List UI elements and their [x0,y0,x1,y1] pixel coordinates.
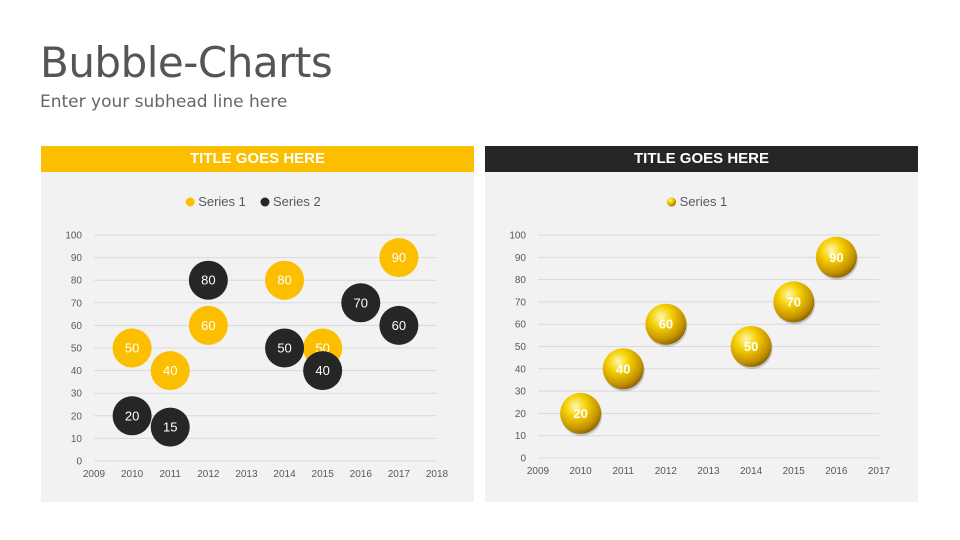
x-tick-label: 2015 [783,466,806,477]
bubble [188,305,228,345]
y-tick-label: 90 [71,253,83,264]
data-label: 50 [125,341,139,356]
legend-marker [667,197,677,207]
data-label: 40 [315,363,329,378]
x-tick-label: 2010 [570,466,593,477]
data-label: 70 [787,294,801,309]
bubble-chart-panel-2: TITLE GOES HERE 0 10 20 30 40 50 60 70 80 90 100 20… [485,146,918,502]
bubble [150,351,190,391]
y-tick-label: 10 [71,434,83,445]
y-tick-label: 10 [515,431,527,442]
y-tick-label: 0 [520,454,526,465]
y-tick-label: 100 [65,231,82,242]
data-label: 90 [829,250,843,265]
x-tick-label: 2012 [197,469,220,480]
bubble [379,238,419,278]
x-tick-label: 2017 [868,466,891,477]
y-tick-label: 70 [71,298,83,309]
x-tick-label: 2015 [312,469,335,480]
x-tick-label: 2014 [740,466,763,477]
bubble-chart-panel-1: TITLE GOES HERE 0 10 20 30 40 50 60 70 80 90 100 20… [41,146,474,502]
bubble [188,260,228,300]
x-tick-label: 2013 [697,466,720,477]
data-label: 20 [573,406,587,421]
data-label: 90 [392,250,406,265]
x-tick-label: 2018 [426,469,449,480]
bubble [303,351,343,391]
x-tick-label: 2012 [655,466,678,477]
bubble [645,303,687,345]
y-tick-label: 90 [515,253,527,264]
y-tick-label: 40 [515,364,527,375]
x-tick-label: 2014 [273,469,296,480]
x-tick-label: 2011 [612,466,634,477]
y-tick-label: 20 [515,409,527,420]
data-label: 40 [616,361,630,376]
bubble [773,281,815,323]
legend-entry: Series 2 [273,194,321,209]
y-tick-label: 100 [509,231,526,242]
legend-marker [185,197,195,207]
bubble [730,326,772,367]
legend-entry: Series 1 [198,194,246,209]
bubble [265,328,305,368]
y-tick-label: 80 [515,275,527,286]
x-tick-label: 2010 [121,469,144,480]
bubble-chart-1: 0 10 20 30 40 50 60 70 80 90 100 2009 2010 2011 2012 20… [65,194,449,480]
y-tick-label: 40 [71,366,83,377]
bubble [265,260,305,300]
y-tick-label: 70 [515,297,527,308]
y-tick-label: 80 [71,276,83,287]
x-tick-label: 2016 [825,466,848,477]
y-tick-label: 30 [515,387,527,398]
x-tick-label: 2016 [350,469,373,480]
data-label: 80 [201,273,215,288]
y-tick-label: 20 [71,411,83,422]
bubble [560,392,602,434]
data-label: 20 [125,408,139,423]
data-label: 80 [277,273,291,288]
x-tick-label: 2011 [159,469,181,480]
bubble [815,236,857,278]
data-label: 60 [659,317,673,332]
bubble [379,305,419,345]
chart-title: TITLE GOES HERE [485,146,918,172]
data-label: 50 [744,339,758,354]
page-title: Bubble-Charts [40,38,333,87]
chart-title: TITLE GOES HERE [41,146,474,172]
bubble-chart-2: 0 10 20 30 40 50 60 70 80 90 100 2009 2010 2011 2012 20… [509,194,891,477]
data-label: 40 [163,363,177,378]
bubble [150,407,190,447]
data-label: 70 [354,295,368,310]
x-tick-label: 2009 [83,469,106,480]
x-tick-label: 2017 [388,469,411,480]
x-tick-label: 2009 [527,466,550,477]
y-tick-label: 60 [515,320,527,331]
y-tick-label: 60 [71,321,83,332]
data-label: 15 [163,420,177,435]
bubble [112,396,152,436]
y-tick-label: 50 [515,342,527,353]
y-tick-label: 0 [76,457,82,468]
legend-marker [260,197,270,207]
data-label: 60 [392,318,406,333]
page-subtitle: Enter your subhead line here [40,92,288,112]
data-label: 60 [201,318,215,333]
y-tick-label: 50 [71,344,83,355]
x-tick-label: 2013 [235,469,258,480]
data-label: 50 [277,341,291,356]
legend-entry: Series 1 [680,194,728,209]
bubble [602,348,644,390]
y-tick-label: 30 [71,389,83,400]
bubble [341,283,381,323]
bubble [112,328,152,368]
